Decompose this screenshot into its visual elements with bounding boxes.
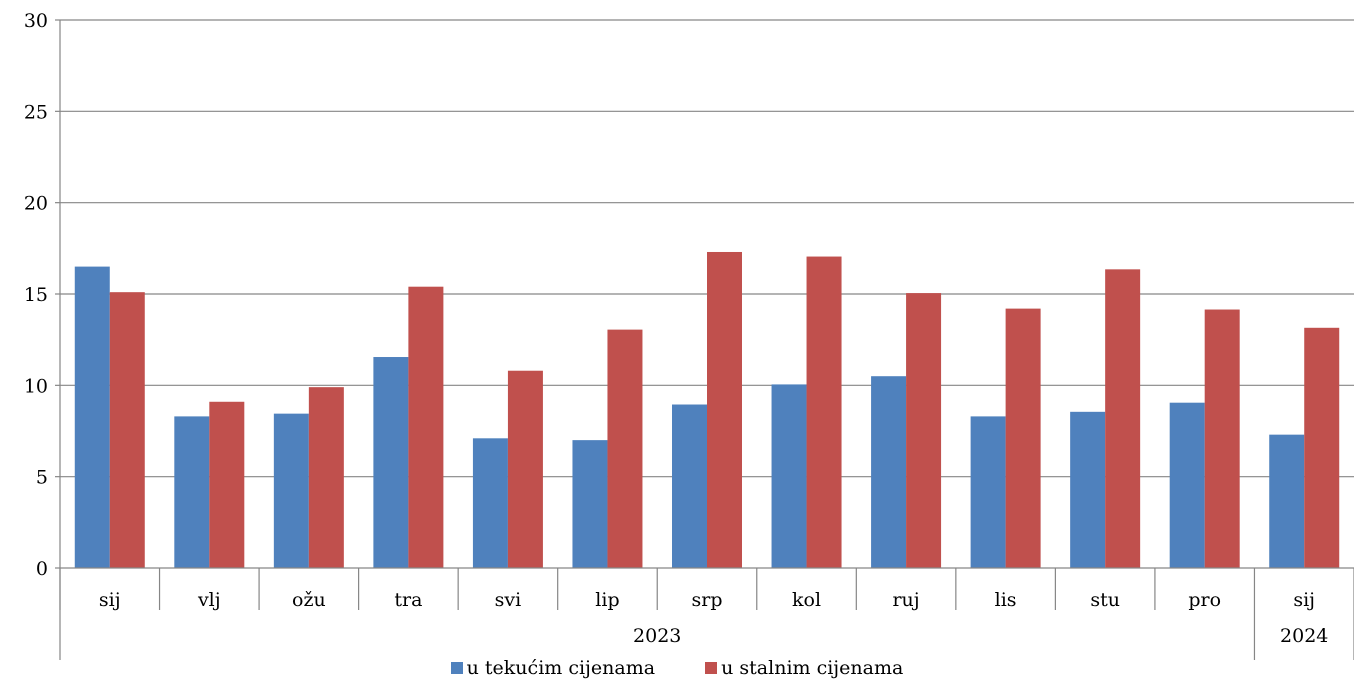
legend-item-series-2: u stalnim cijenama — [705, 656, 903, 680]
axes — [55, 19, 1354, 660]
x-tick-label: tra — [394, 589, 422, 611]
bar-series-1-ruj — [871, 376, 907, 568]
y-tick-label: 30 — [24, 10, 48, 32]
bar-series-1-stu — [1070, 411, 1106, 568]
bar-series-2-sij — [1304, 327, 1340, 568]
bar-series-1-svi — [472, 438, 508, 568]
bar-series-1-sij — [74, 266, 110, 568]
legend-item-series-1: u tekućim cijenama — [450, 656, 656, 680]
y-tick-label: 25 — [24, 101, 48, 123]
x-tick-label: svi — [495, 589, 522, 611]
bar-series-1-ožu — [273, 413, 309, 568]
y-tick-label: 10 — [24, 375, 48, 397]
bar-series-2-ruj — [906, 293, 942, 568]
bar-series-2-sij — [109, 292, 145, 568]
bar-series-2-srp — [707, 251, 742, 568]
bar-series-1-tra — [373, 357, 409, 568]
x-tick-label: ruj — [892, 589, 919, 611]
bar-series-1-vlj — [174, 416, 210, 568]
bar-series-1-pro — [1169, 402, 1205, 568]
x-group-label: 2024 — [1280, 625, 1328, 647]
bar-series-1-kol — [771, 384, 807, 568]
bar-series-2-vlj — [209, 401, 245, 568]
x-tick-label: stu — [1090, 589, 1120, 611]
y-tick-label: 20 — [24, 193, 48, 215]
bar-series-1-sij — [1269, 434, 1305, 568]
bar-series-1-srp — [672, 404, 707, 568]
x-tick-label: vlj — [197, 589, 221, 611]
legend-swatch-series-2 — [705, 662, 718, 674]
bar-series-2-tra — [408, 286, 444, 568]
axis-labels: 0 5 10 15 20 25 30 sij vlj ožu tra svi lip srp kol ruj l… — [24, 10, 1329, 647]
y-tick-label: 0 — [36, 558, 48, 580]
x-tick-label: srp — [692, 589, 723, 611]
bar-series-2-stu — [1105, 269, 1141, 568]
bars — [74, 251, 1340, 568]
bar-series-2-kol — [806, 256, 842, 568]
x-tick-label: lip — [595, 589, 619, 611]
x-tick-label: lis — [995, 589, 1017, 611]
x-tick-label: ožu — [292, 589, 326, 611]
bar-series-2-pro — [1204, 309, 1240, 568]
y-tick-label: 15 — [24, 284, 48, 306]
y-tick-label: 5 — [36, 467, 48, 489]
x-group-label: 2023 — [633, 625, 681, 647]
x-tick-label: kol — [792, 589, 821, 611]
bar-series-2-ožu — [308, 387, 344, 568]
legend-label-series-1: u tekućim cijenama — [466, 657, 656, 679]
legend-swatch-series-1 — [450, 662, 463, 674]
x-tick-label: pro — [1188, 589, 1221, 611]
bar-series-2-lip — [607, 329, 643, 568]
bar-series-2-svi — [507, 370, 543, 568]
x-tick-label: sij — [99, 589, 121, 611]
legend: u tekućim cijenama u stalnim cijenama — [0, 656, 1354, 680]
legend-label-series-2: u stalnim cijenama — [721, 657, 904, 679]
bar-series-2-lis — [1005, 308, 1041, 568]
bar-series-1-lip — [572, 440, 608, 568]
bar-series-1-lis — [970, 416, 1006, 568]
x-tick-label: sij — [1293, 589, 1315, 611]
